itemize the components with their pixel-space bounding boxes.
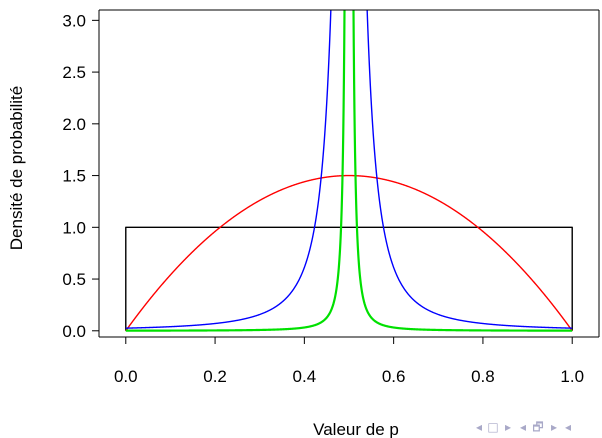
x-tick-label: 0.2 xyxy=(203,367,227,386)
x-tick-label: 0.0 xyxy=(114,367,138,386)
beamer-navigation: ◂ □ ▸ ◂ 🗗 ▸ ◂ xyxy=(476,420,571,434)
y-tick-label: 0.0 xyxy=(62,322,86,341)
nav-glyph: ◂ xyxy=(476,420,482,434)
series-line-beta-1 xyxy=(125,174,573,332)
x-tick-label: 0.6 xyxy=(382,367,406,386)
series-line-cauchy-2 xyxy=(125,10,573,329)
series-line-uniform-0 xyxy=(125,226,573,331)
y-tick-label: 2.0 xyxy=(62,115,86,134)
y-tick-label: 1.5 xyxy=(62,167,86,186)
series-line-cauchy-3 xyxy=(125,10,573,332)
y-axis-title: Densité de probabilité xyxy=(7,86,26,250)
x-axis: 0.0 0.2 0.4 0.6 0.8 1.0 xyxy=(114,336,584,386)
nav-glyph: □ xyxy=(487,420,498,434)
y-axis: 0.0 0.5 1.0 1.5 2.0 2.5 3.0 xyxy=(62,11,100,341)
y-tick-label: 3.0 xyxy=(62,11,86,30)
x-tick-label: 0.8 xyxy=(471,367,495,386)
nav-glyph: ◂ xyxy=(520,420,526,434)
nav-glyph: ◂ xyxy=(565,420,571,434)
y-tick-label: 0.5 xyxy=(62,270,86,289)
nav-glyph: ▸ xyxy=(551,420,557,434)
x-axis-title: Valeur de p xyxy=(313,420,399,438)
x-tick-label: 1.0 xyxy=(560,367,584,386)
y-tick-label: 2.5 xyxy=(62,63,86,82)
nav-glyph: 🗗 xyxy=(532,420,543,434)
series-layer xyxy=(125,10,573,332)
nav-glyph: ▸ xyxy=(505,420,511,434)
y-tick-label: 1.0 xyxy=(62,218,86,237)
x-tick-label: 0.4 xyxy=(293,367,317,386)
